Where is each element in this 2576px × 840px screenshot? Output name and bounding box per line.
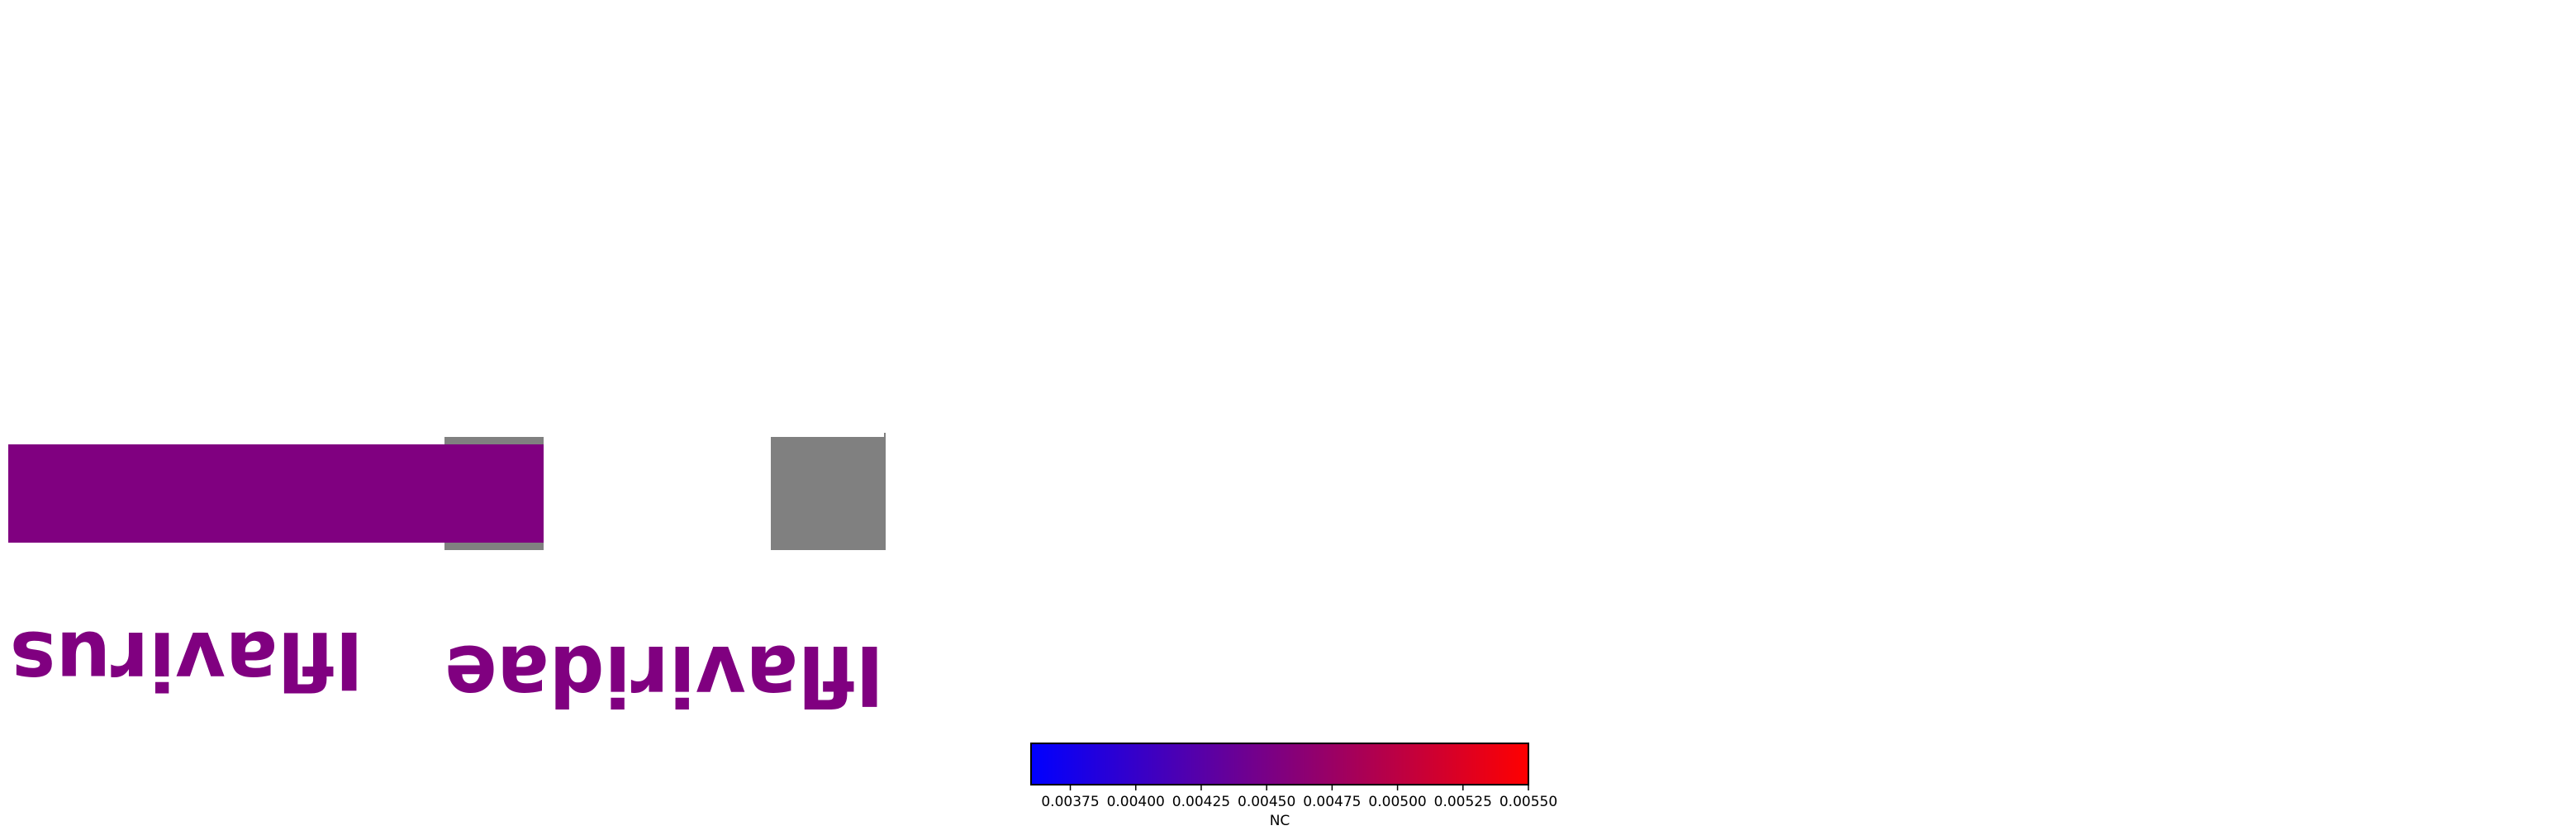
colorbar-tick-label: 0.00550 bbox=[1499, 794, 1557, 810]
colorbar: 0.00375 0.00400 0.00425 0.00450 0.00475 0.005… bbox=[1030, 743, 1557, 829]
colorbar-tick-label: 0.00525 bbox=[1434, 794, 1492, 810]
colorbar-tick-label: 0.00450 bbox=[1238, 794, 1295, 810]
colorbar-ticks: 0.00375 0.00400 0.00425 0.00450 0.00475 0.005… bbox=[1041, 785, 1557, 810]
colorbar-gradient bbox=[1030, 743, 1529, 785]
colorbar-tick-label: 0.00500 bbox=[1368, 794, 1426, 810]
family-block-iflaviridae-right bbox=[771, 437, 886, 550]
colorbar-tick-label: 0.00400 bbox=[1107, 794, 1165, 810]
genus-block-iflavirus bbox=[8, 444, 544, 543]
colorbar-tick-label: 0.00425 bbox=[1172, 794, 1230, 810]
colorbar-label: NC bbox=[1270, 813, 1290, 829]
colorbar-tick-label: 0.00475 bbox=[1303, 794, 1361, 810]
taxon-label-iflavirus: Iflavirus bbox=[10, 614, 364, 706]
colorbar-tick-label: 0.00375 bbox=[1041, 794, 1099, 810]
taxon-label-iflaviridae: Iflaviridae bbox=[444, 627, 884, 724]
